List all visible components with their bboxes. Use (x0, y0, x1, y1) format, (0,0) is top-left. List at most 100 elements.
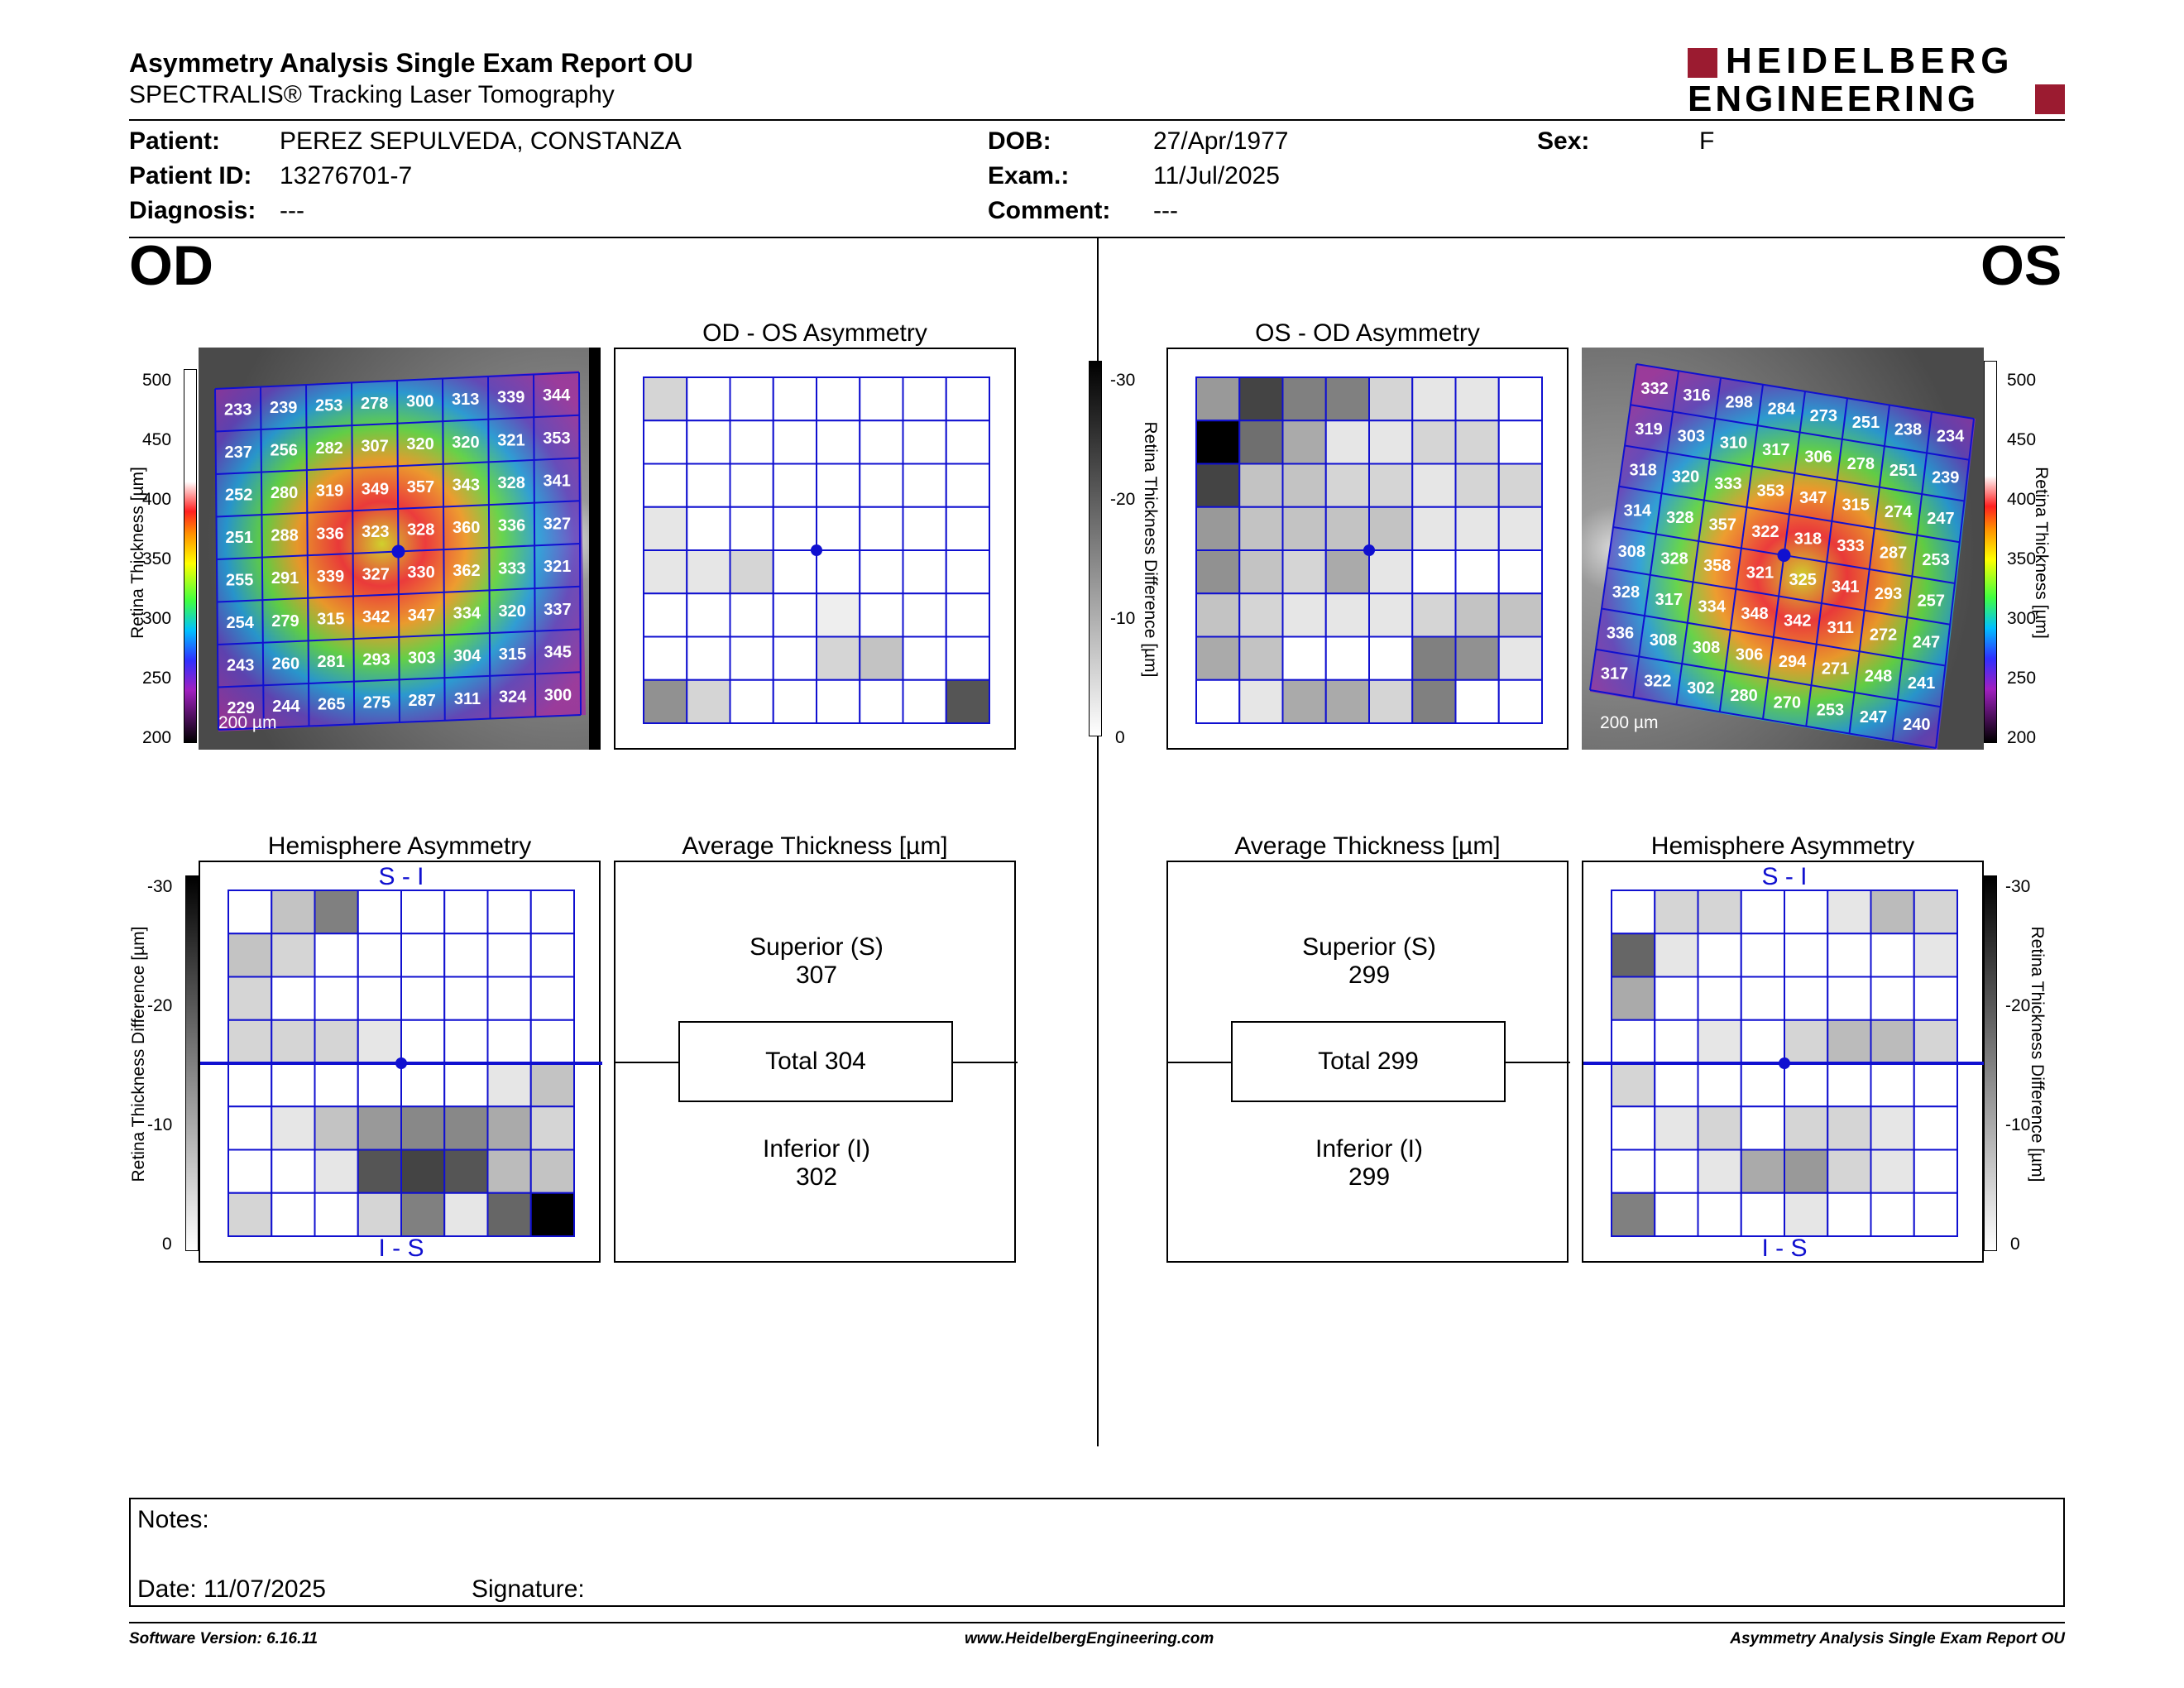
od-diff-tick-20: -20 (147, 996, 173, 1015)
footer-website[interactable]: www.HeidelbergEngineering.com (965, 1630, 1214, 1647)
od-hemi-cell (357, 933, 402, 978)
os-thickness-value: 248 (1865, 667, 1892, 685)
od-colorbar (184, 369, 197, 743)
os-asym-cell (1238, 635, 1284, 681)
od-thickness-value: 323 (362, 523, 389, 541)
od-total-box: Total 304 (678, 1021, 953, 1102)
os-hemi-cell (1827, 1149, 1872, 1194)
os-asym-grid (1195, 376, 1543, 724)
od-tick-300: 300 (142, 609, 172, 628)
os-asym-cell (1497, 679, 1543, 724)
od-asym-cell (859, 635, 904, 681)
od-thickness-value: 339 (497, 389, 524, 407)
od-asym-cell (686, 420, 731, 465)
os-hemi-cell (1697, 1062, 1742, 1108)
od-hemi-cell (443, 1019, 489, 1064)
os-hemi-cell (1870, 1149, 1915, 1194)
os-thickness-value: 320 (1672, 468, 1699, 487)
os-inferior-label: Inferior (I) (1315, 1135, 1424, 1163)
brand-logo: HEIDELBERG ENGINEERING (1688, 41, 2068, 119)
od-hemi-cell (228, 1019, 273, 1064)
os-hemi-cell (1654, 1149, 1699, 1194)
od-hemi-cell (357, 1062, 402, 1108)
od-thickness-value: 337 (544, 601, 571, 619)
patient-label: Patient: (129, 127, 221, 155)
od-inferior-label: Inferior (I) (762, 1135, 871, 1163)
od-asym-cell (643, 549, 688, 595)
os-thickness-value: 357 (1709, 516, 1736, 535)
os-asym-cell (1411, 376, 1457, 422)
os-asym-cell (1324, 592, 1370, 638)
od-hemi-top-label: S - I (378, 863, 424, 890)
od-asym-cell (945, 376, 990, 422)
brand-line-2: ENGINEERING (1688, 79, 1980, 119)
od-asym-cell (686, 679, 731, 724)
od-thickness-value: 313 (452, 391, 479, 409)
os-thickness-value: 341 (1832, 578, 1859, 597)
center-diff-tick-0: 0 (1115, 728, 1125, 747)
os-thickness-value: 333 (1714, 475, 1741, 493)
os-diff-tick-20: -20 (2005, 996, 2031, 1015)
od-asym-cell (686, 506, 731, 551)
od-hemi-cell (486, 1105, 532, 1151)
od-thickness-value: 280 (271, 484, 298, 502)
od-asym-cell (945, 679, 990, 724)
od-thickness-value: 328 (407, 520, 434, 539)
os-asym-cell (1368, 376, 1414, 422)
od-asym-cell (945, 463, 990, 508)
od-thickness-gridline (442, 378, 446, 721)
notes-box[interactable]: Notes: Date: 11/07/2025 Signature: (129, 1498, 2065, 1607)
od-hemi-cell (228, 1149, 273, 1194)
od-asym-cell (945, 506, 990, 551)
od-thickness-value: 229 (227, 699, 254, 717)
os-asym-cell (1497, 506, 1543, 551)
os-thickness-value: 253 (1922, 551, 1949, 569)
os-hemi-cell (1740, 1192, 1785, 1237)
os-thickness-value: 322 (1751, 523, 1779, 541)
os-asym-cell (1454, 420, 1500, 465)
os-thickness-value: 310 (1720, 434, 1747, 453)
od-hemi-cell (529, 1019, 575, 1064)
od-hemi-cell (529, 1192, 575, 1237)
os-hemi-cell (1784, 1192, 1829, 1237)
os-hemi-cell (1827, 976, 1872, 1021)
od-asym-cell (686, 376, 731, 422)
os-asym-cell (1281, 635, 1327, 681)
od-hemi-cell (529, 1149, 575, 1194)
od-thickness-value: 287 (409, 692, 436, 710)
od-hemi-cell (443, 1062, 489, 1108)
od-thickness-value: 279 (271, 612, 299, 631)
od-tick-400: 400 (142, 490, 172, 509)
od-asym-cell (729, 506, 774, 551)
od-thickness-value: 303 (408, 649, 435, 667)
os-asym-cell (1454, 635, 1500, 681)
os-thickness-value: 253 (1817, 701, 1844, 719)
os-asym-cell (1497, 463, 1543, 508)
os-thickness-value: 308 (1618, 543, 1645, 561)
os-asym-cell (1368, 549, 1414, 595)
od-thickness-fovea-dot (391, 544, 405, 559)
od-hemi-cell (529, 933, 575, 978)
os-thickness-value: 348 (1741, 605, 1768, 623)
od-asym-cell (816, 506, 861, 551)
os-hemi-cell (1827, 1105, 1872, 1151)
od-thickness-value: 304 (453, 647, 481, 665)
diagnosis-value: --- (280, 197, 304, 224)
os-thickness-gridline (1595, 648, 1941, 708)
os-thickness-value: 347 (1799, 489, 1827, 507)
od-thickness-gridline (218, 714, 582, 731)
os-hemi-cell (1913, 1019, 1958, 1064)
os-hemi-cell (1740, 1149, 1785, 1194)
os-asym-cell (1454, 506, 1500, 551)
od-hemi-cell (486, 1062, 532, 1108)
os-colorbar (1984, 361, 1997, 743)
os-hemi-cell (1697, 933, 1742, 978)
center-diff-tick-10: -10 (1110, 609, 1136, 628)
os-hemi-cell (1913, 933, 1958, 978)
od-thickness-labels: 233 239 253 278 300 313 339 344 237 256 282 307 320 3… (214, 372, 582, 731)
od-asym-cell (859, 376, 904, 422)
os-asym-cell (1497, 549, 1543, 595)
os-hemi-cell (1697, 1149, 1742, 1194)
os-diff-tick-10: -10 (2005, 1115, 2031, 1134)
od-asym-cell (729, 376, 774, 422)
